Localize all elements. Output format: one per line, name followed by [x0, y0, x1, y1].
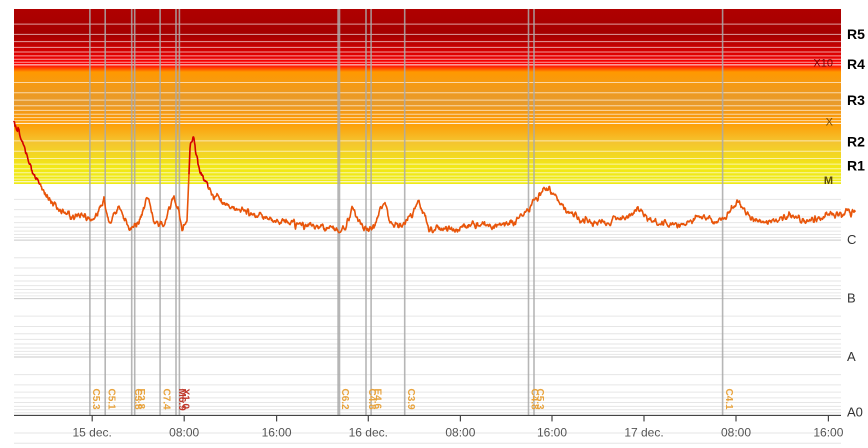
svg-text:C5.1: C5.1 — [105, 389, 116, 411]
svg-text:16:00: 16:00 — [813, 425, 843, 439]
svg-text:X: X — [826, 117, 834, 129]
svg-text:R2: R2 — [847, 133, 865, 149]
svg-text:15 dec.: 15 dec. — [73, 425, 112, 439]
svg-text:C5.3: C5.3 — [90, 389, 101, 411]
svg-text:A0: A0 — [847, 405, 863, 420]
svg-text:16 dec.: 16 dec. — [349, 425, 388, 439]
svg-text:X1.0: X1.0 — [180, 389, 191, 410]
svg-text:C7.4: C7.4 — [160, 389, 171, 411]
svg-text:16:00: 16:00 — [537, 425, 567, 439]
svg-text:C3.9: C3.9 — [405, 389, 416, 411]
svg-text:M: M — [824, 175, 833, 187]
svg-text:E4.6: E4.6 — [371, 389, 382, 410]
svg-text:X10: X10 — [813, 58, 833, 70]
svg-text:R1: R1 — [847, 157, 865, 173]
svg-text:R3: R3 — [847, 92, 865, 108]
svg-text:C6.2: C6.2 — [339, 389, 350, 411]
svg-text:E2.8: E2.8 — [135, 389, 146, 410]
svg-text:16:00: 16:00 — [262, 425, 292, 439]
svg-text:C: C — [847, 232, 856, 247]
svg-text:R4: R4 — [847, 56, 865, 72]
svg-text:08:00: 08:00 — [169, 425, 199, 439]
svg-text:17 dec.: 17 dec. — [624, 425, 663, 439]
svg-text:08:00: 08:00 — [445, 425, 475, 439]
svg-text:R5: R5 — [847, 26, 865, 42]
svg-text:C4.1: C4.1 — [723, 389, 734, 411]
svg-text:A: A — [847, 349, 856, 364]
svg-text:B: B — [847, 291, 856, 306]
svg-text:08:00: 08:00 — [721, 425, 751, 439]
svg-text:C5.3: C5.3 — [534, 389, 545, 411]
